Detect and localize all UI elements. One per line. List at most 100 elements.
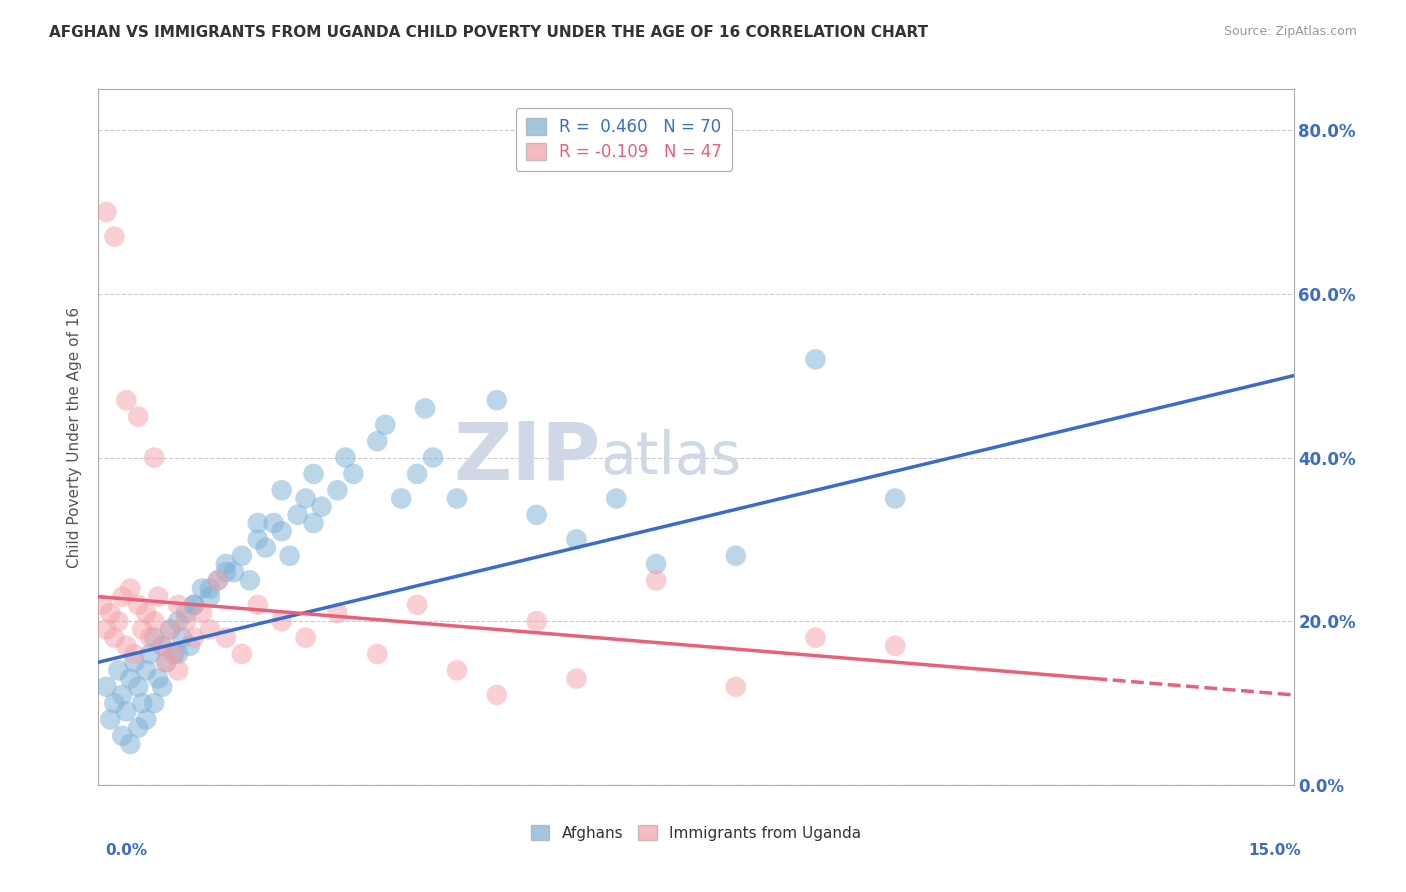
Point	[98, 606, 122, 620]
Point	[103, 631, 125, 645]
Point	[143, 450, 166, 465]
Point	[302, 516, 325, 530]
Point	[167, 614, 190, 628]
Point	[163, 647, 186, 661]
Text: Source: ZipAtlas.com: Source: ZipAtlas.com	[1223, 25, 1357, 38]
Point	[135, 664, 157, 678]
Point	[374, 417, 396, 432]
Point	[645, 574, 668, 588]
Point	[139, 647, 162, 661]
Point	[198, 582, 221, 596]
Point	[143, 614, 166, 628]
Point	[215, 557, 238, 571]
Point	[183, 598, 205, 612]
Point	[335, 450, 357, 465]
Point	[270, 614, 292, 628]
Text: AFGHAN VS IMMIGRANTS FROM UGANDA CHILD POVERTY UNDER THE AGE OF 16 CORRELATION C: AFGHAN VS IMMIGRANTS FROM UGANDA CHILD P…	[49, 25, 928, 40]
Point	[143, 631, 166, 645]
Point	[150, 639, 173, 653]
Point	[884, 491, 907, 506]
Point	[231, 549, 253, 563]
Point	[270, 524, 292, 539]
Point	[111, 729, 134, 743]
Point	[159, 623, 181, 637]
Point	[215, 565, 238, 579]
Point	[246, 598, 269, 612]
Point	[526, 508, 548, 522]
Point	[127, 721, 149, 735]
Point	[389, 491, 412, 506]
Point	[446, 664, 468, 678]
Point	[724, 680, 747, 694]
Text: ZIP: ZIP	[453, 419, 600, 497]
Point	[326, 483, 349, 498]
Point	[565, 533, 588, 547]
Point	[155, 655, 177, 669]
Point	[107, 664, 129, 678]
Point	[120, 737, 142, 751]
Point	[804, 352, 827, 367]
Point	[155, 655, 177, 669]
Point	[91, 598, 114, 612]
Point	[179, 639, 201, 653]
Point	[163, 647, 186, 661]
Point	[565, 672, 588, 686]
Point	[135, 713, 157, 727]
Point	[127, 680, 149, 694]
Point	[406, 467, 429, 481]
Point	[107, 614, 129, 628]
Point	[174, 614, 197, 628]
Point	[135, 606, 157, 620]
Point	[246, 516, 269, 530]
Point	[342, 467, 364, 481]
Point	[124, 647, 146, 661]
Point	[198, 623, 221, 637]
Point	[183, 598, 205, 612]
Point	[96, 623, 118, 637]
Point	[150, 680, 173, 694]
Point	[413, 401, 436, 416]
Text: 0.0%: 0.0%	[105, 843, 148, 858]
Point	[139, 631, 162, 645]
Point	[326, 606, 349, 620]
Point	[485, 688, 508, 702]
Point	[124, 655, 146, 669]
Point	[302, 467, 325, 481]
Point	[172, 631, 194, 645]
Point	[131, 696, 153, 710]
Point	[96, 680, 118, 694]
Point	[724, 549, 747, 563]
Point	[115, 639, 138, 653]
Legend: Afghans, Immigrants from Uganda: Afghans, Immigrants from Uganda	[524, 819, 868, 847]
Point	[167, 647, 190, 661]
Point	[143, 696, 166, 710]
Y-axis label: Child Poverty Under the Age of 16: Child Poverty Under the Age of 16	[67, 307, 83, 567]
Point	[526, 614, 548, 628]
Point	[270, 483, 292, 498]
Point	[174, 606, 197, 620]
Text: atlas: atlas	[600, 429, 741, 486]
Point	[183, 631, 205, 645]
Point	[191, 606, 214, 620]
Point	[111, 688, 134, 702]
Point	[148, 672, 170, 686]
Point	[115, 393, 138, 408]
Point	[884, 639, 907, 653]
Point	[605, 491, 627, 506]
Point	[150, 639, 173, 653]
Point	[406, 598, 429, 612]
Point	[263, 516, 285, 530]
Point	[446, 491, 468, 506]
Point	[148, 590, 170, 604]
Point	[645, 557, 668, 571]
Point	[231, 647, 253, 661]
Point	[115, 704, 138, 718]
Point	[198, 590, 221, 604]
Point	[278, 549, 301, 563]
Point	[103, 229, 125, 244]
Point	[254, 541, 277, 555]
Text: 15.0%: 15.0%	[1249, 843, 1301, 858]
Point	[207, 574, 229, 588]
Point	[167, 664, 190, 678]
Point	[485, 393, 508, 408]
